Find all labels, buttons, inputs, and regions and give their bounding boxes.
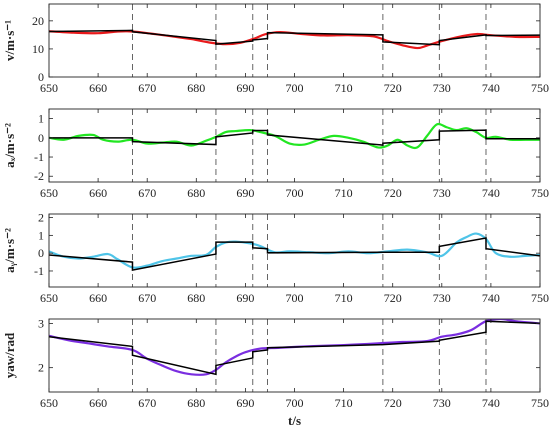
x-tick-label: 740	[482, 291, 500, 305]
fitted-series-line	[49, 320, 540, 376]
x-tick-label: 720	[384, 396, 402, 410]
y-tick-label: 1	[38, 112, 44, 126]
x-tick-label: 650	[40, 186, 58, 200]
x-tick-label: 690	[236, 396, 254, 410]
x-tick-label: 680	[187, 396, 205, 410]
plot-area	[49, 4, 540, 77]
x-tick-label: 670	[138, 81, 156, 95]
y-tick-label: 20	[32, 14, 44, 28]
x-tick-label: 730	[433, 81, 451, 95]
x-tick-label: 730	[433, 396, 451, 410]
fitted-series-line	[49, 129, 540, 146]
x-tick-label: 690	[236, 186, 254, 200]
x-tick-label: 660	[89, 186, 107, 200]
y-tick-label: 0	[38, 246, 44, 260]
x-tick-label: 720	[384, 81, 402, 95]
y-tick-label: -1	[34, 150, 44, 164]
panel-1: 650 660 670 680 690 700 710 720 730 740 750 0 10 20 v/…	[2, 3, 549, 95]
x-tick-label: 740	[482, 396, 500, 410]
x-tick-label: 730	[433, 186, 451, 200]
y-tick-label: 10	[32, 42, 44, 56]
x-tick-label: 670	[138, 291, 156, 305]
x-tick-label: 700	[286, 81, 304, 95]
panel-2: 650 660 670 680 690 700 710 720 730 740 750 -2 -1 0 1 a…	[2, 108, 549, 200]
y-axis-label: aₓ/m·s⁻²	[2, 123, 17, 168]
x-tick-label: 710	[335, 291, 353, 305]
x-tick-label: 690	[236, 291, 254, 305]
x-tick-label: 720	[384, 186, 402, 200]
y-tick-label: 2	[38, 361, 44, 375]
plot-area	[49, 319, 540, 392]
x-tick-label: 700	[286, 186, 304, 200]
y-axis-label: yaw/rad	[2, 332, 17, 378]
x-tick-label: 740	[482, 186, 500, 200]
y-tick-label: -2	[34, 169, 44, 183]
x-tick-label: 700	[286, 291, 304, 305]
panel-3: 650 660 670 680 690 700 710 720 730 740 750 -1 0 1 2 aᵧ…	[2, 211, 549, 305]
y-tick-label: 2	[38, 211, 44, 225]
x-tick-label: 680	[187, 291, 205, 305]
x-tick-label: 710	[335, 81, 353, 95]
fitted-series-line	[49, 237, 540, 271]
x-tick-label: 690	[236, 81, 254, 95]
x-tick-label: 750	[531, 396, 549, 410]
x-tick-label: 750	[531, 186, 549, 200]
y-tick-label: 1	[38, 228, 44, 242]
plot-content	[49, 109, 540, 182]
y-tick-label: 0	[38, 70, 44, 84]
x-tick-label: 680	[187, 186, 205, 200]
x-tick-label: 650	[40, 81, 58, 95]
x-tick-label: 710	[335, 396, 353, 410]
x-tick-label: 730	[433, 291, 451, 305]
y-tick-label: -1	[34, 264, 44, 278]
x-axis-label: t/s	[288, 413, 301, 428]
x-tick-label: 710	[335, 186, 353, 200]
x-tick-label: 750	[531, 81, 549, 95]
plot-content	[49, 319, 540, 392]
plot-content	[49, 214, 540, 287]
x-tick-label: 740	[482, 81, 500, 95]
x-tick-label: 670	[138, 396, 156, 410]
fitted-series-line	[49, 29, 540, 46]
x-tick-label: 670	[138, 186, 156, 200]
measured-series-line	[49, 319, 540, 376]
x-tick-label: 660	[89, 291, 107, 305]
y-tick-label: 3	[38, 316, 44, 330]
y-axis-label: v/m·s⁻¹	[2, 20, 17, 61]
plot-content	[49, 4, 540, 77]
x-tick-label: 660	[89, 81, 107, 95]
x-tick-label: 650	[40, 396, 58, 410]
x-tick-label: 700	[286, 396, 304, 410]
x-tick-label: 720	[384, 291, 402, 305]
x-tick-label: 650	[40, 291, 58, 305]
y-axis-label: aᵧ/m·s⁻²	[2, 228, 17, 273]
x-tick-label: 750	[531, 291, 549, 305]
x-tick-label: 680	[187, 81, 205, 95]
panel-4: 650 660 670 680 690 700 710 720 730 740 750 2 3 yaw/r…	[2, 316, 549, 428]
x-tick-label: 660	[89, 396, 107, 410]
y-tick-label: 0	[38, 131, 44, 145]
